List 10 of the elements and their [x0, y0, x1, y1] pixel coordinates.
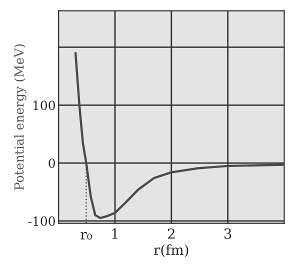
y-tick-label: -100: [28, 216, 55, 226]
x-tick-label: 3: [224, 228, 232, 239]
ref-line-label: r₀: [80, 232, 92, 240]
x-tick-label: 2: [168, 228, 174, 239]
x-axis-title: r(fm): [154, 244, 188, 258]
y-tick-label: 100: [33, 100, 55, 110]
line-series: [74, 52, 284, 220]
x-tick-label: 1: [112, 228, 118, 239]
y-axis-title: Potential energy (MeV): [14, 44, 26, 190]
y-tick-label: 0: [48, 158, 55, 168]
